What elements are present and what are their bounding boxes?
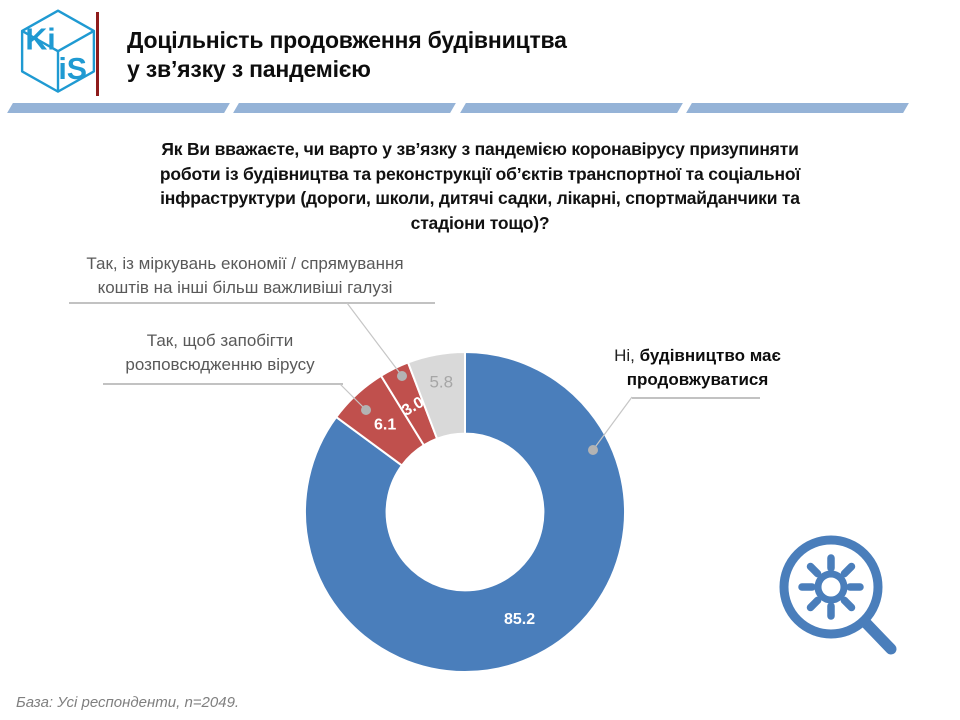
decorative-bar <box>685 103 909 113</box>
magnifier-handle <box>859 616 897 655</box>
callout-virus: Так, щоб запобігти розповсюдженню вірусу <box>80 329 360 377</box>
virus-spikes <box>798 554 864 620</box>
callout-economy-underline <box>69 302 435 304</box>
callout-no: Ні, будівництво має продовжуватися <box>580 344 815 392</box>
logo-text-right: iS <box>58 53 87 86</box>
slice-value-label: 85.2 <box>504 611 535 628</box>
survey-question: Як Ви вважаєте, чи варто у зв’язку з пан… <box>60 137 900 235</box>
donut-slice <box>304 350 626 673</box>
callout-no-bold-2: продовжуватися <box>626 370 769 389</box>
decorative-bar <box>233 103 457 113</box>
slice-value-label: 5.8 <box>429 373 453 392</box>
question-line-1: Як Ви вважаєте, чи варто у зв’язку з пан… <box>161 139 799 159</box>
decorative-bar <box>459 103 683 113</box>
question-line-2: роботи із будівництва та реконструкції о… <box>159 163 801 184</box>
title-line-2: у зв’язку з пандемією <box>127 56 371 82</box>
callout-no-line-1: Ні, будівництво має <box>580 344 815 368</box>
header-divider-line <box>96 12 99 96</box>
slice-value-label: 6.1 <box>374 416 396 433</box>
callout-economy-line-1: Так, із міркувань економії / спрямування <box>86 254 404 273</box>
donut-chart: 85.26.13.05.8 <box>304 350 626 673</box>
callout-virus-line-1: Так, щоб запобігти <box>146 331 294 350</box>
question-line-3: інфраструктури (дороги, школи, дитячі са… <box>160 188 800 208</box>
decorative-bar-row <box>7 103 909 113</box>
callout-virus-line-2: розповсюдженню вірусу <box>125 355 315 374</box>
callout-no-underline <box>632 397 760 399</box>
question-line-4: стадіони тощо)? <box>410 212 550 233</box>
callout-no-bold-1: будівництво має <box>639 346 781 365</box>
callout-economy: Так, із міркувань економії / спрямування… <box>40 252 450 300</box>
callout-no-prefix: Ні, <box>614 346 640 365</box>
logo-text-left: Ki <box>25 23 55 56</box>
magnifier-glass <box>779 535 883 639</box>
donut-slice <box>406 350 466 441</box>
virus-magnifier-icon <box>779 535 897 655</box>
virus-core <box>814 570 848 604</box>
page-title: Доцільність продовження будівництва у зв… <box>127 26 567 84</box>
decorative-bar <box>7 103 231 113</box>
base-note: База: Усі респонденти, n=2049. <box>16 694 240 711</box>
callout-economy-line-2: коштів на інші більш важливіші галузі <box>97 278 393 297</box>
callout-virus-underline <box>103 383 343 385</box>
title-line-1: Доцільність продовження будівництва <box>127 27 567 53</box>
kiis-logo: Ki iS <box>20 9 96 93</box>
